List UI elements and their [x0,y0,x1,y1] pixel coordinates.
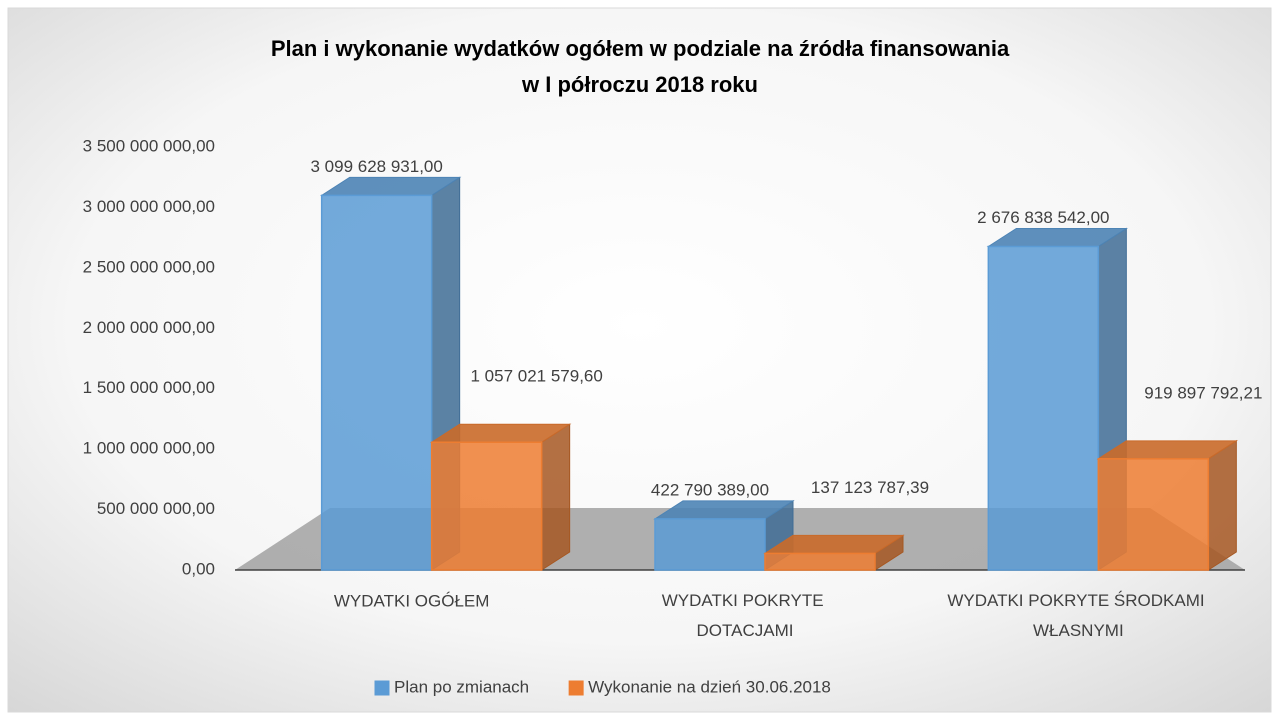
bar-front [430,441,543,571]
label-line: WYDATKI POKRYTE [662,591,829,610]
y-tick-label: 1 000 000 000,00 [83,439,215,458]
y-tick-label: 1 500 000 000,00 [83,378,215,397]
bar [1096,439,1239,571]
data-label: 919 897 792,21 [1144,383,1262,402]
y-tick-label: 3 500 000 000,00 [83,136,215,155]
label-line: WYDATKI POKRYTE ŚRODKAMI [947,591,1209,610]
bar-front [987,245,1100,571]
chart-title: w I półroczu 2018 roku [521,72,758,97]
data-label: 1 057 021 579,60 [470,367,602,386]
x-tick-label: WYDATKI OGÓŁEM [334,591,490,610]
bar-front [764,552,876,571]
y-tick-label: 2 500 000 000,00 [83,257,215,276]
data-label: 3 099 628 931,00 [310,157,442,176]
bar-side [541,423,571,571]
bar [653,499,795,571]
legend: Plan po zmianach Wykonanie na dzień 30.06… [374,677,831,696]
bar-side [1207,439,1237,571]
bar [986,227,1129,571]
legend-label: Wykonanie na dzień 30.06.2018 [588,677,831,696]
data-label: 137 123 787,39 [811,478,929,497]
bar-front [1097,458,1210,571]
bar [763,534,905,571]
legend-swatch [374,680,390,696]
x-tick-label: WYDATKI POKRYTE ŚRODKAMI WŁASNYMI [947,591,1209,640]
y-tick-label: 3 000 000 000,00 [83,197,215,216]
y-tick-label: 500 000 000,00 [97,499,215,518]
y-tick-label: 0,00 [182,559,215,578]
label-line: DOTACJAMI [697,621,794,640]
legend-label: Plan po zmianach [394,677,529,696]
bar-front [654,518,766,571]
legend-swatch [568,680,584,696]
data-label: 2 676 838 542,00 [977,208,1109,227]
x-tick-label: WYDATKI POKRYTE DOTACJAMI [662,591,829,640]
data-label: 422 790 389,00 [651,480,769,499]
chart-title: Plan i wykonanie wydatków ogółem w podzi… [271,36,1010,61]
bar [429,423,572,571]
label-line: WŁASNYMI [1033,621,1124,640]
y-tick-label: 2 000 000 000,00 [83,318,215,337]
bar-front [320,194,433,571]
